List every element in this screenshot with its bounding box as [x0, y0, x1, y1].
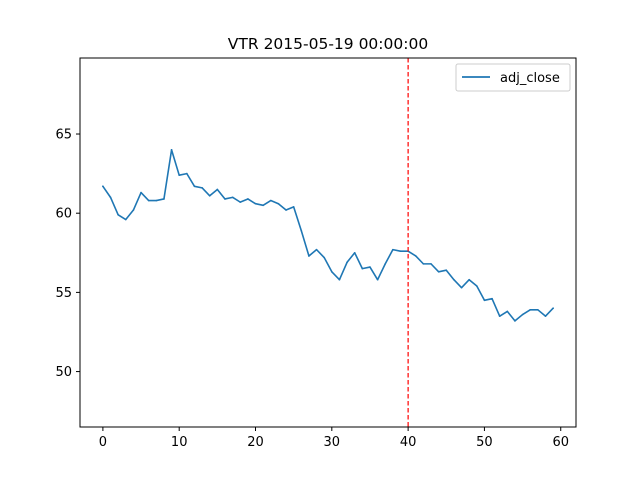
data-point [399, 250, 402, 253]
data-point [483, 299, 486, 302]
data-point [124, 218, 127, 221]
x-tick-label: 10 [171, 435, 188, 450]
data-point [155, 199, 158, 202]
x-tick-label: 40 [400, 435, 417, 450]
data-point [460, 286, 463, 289]
x-tick-label: 0 [99, 435, 107, 450]
data-point [361, 267, 364, 270]
data-point [430, 263, 432, 265]
data-point [346, 261, 348, 264]
data-point [414, 255, 417, 257]
data-point [132, 209, 135, 211]
data-point [163, 198, 165, 200]
data-point [216, 188, 219, 191]
y-axis: 50 55 60 65 [55, 128, 80, 380]
y-tick-label: 50 [55, 365, 72, 380]
data-point [300, 229, 303, 232]
data-point [537, 309, 539, 311]
data-point [384, 263, 387, 265]
data-point [376, 278, 379, 281]
data-point [247, 198, 249, 200]
data-point [277, 202, 280, 205]
y-tick-label: 60 [55, 207, 72, 222]
data-point [338, 278, 341, 281]
x-tick-label: 20 [247, 435, 264, 450]
data-point [208, 194, 211, 197]
plot-area [102, 58, 554, 427]
data-point [102, 185, 104, 188]
data-point [323, 256, 325, 259]
data-point [224, 198, 226, 200]
data-point [170, 149, 173, 151]
data-point [544, 315, 547, 317]
data-point [468, 278, 470, 281]
data-point [521, 313, 524, 316]
data-point [193, 185, 196, 188]
x-tick-label: 30 [324, 435, 341, 450]
data-point [506, 310, 509, 313]
data-point [269, 199, 272, 202]
data-point [147, 199, 150, 202]
data-point [117, 213, 119, 216]
data-point [453, 278, 455, 281]
legend: adj_close [455, 63, 571, 92]
data-point [254, 202, 257, 205]
data-point [201, 187, 203, 189]
data-point [292, 206, 295, 208]
data-point [239, 201, 242, 203]
data-point [178, 174, 180, 176]
data-point [231, 196, 234, 199]
x-tick-label: 60 [552, 435, 569, 450]
x-tick-label: 50 [476, 435, 493, 450]
data-point [186, 172, 188, 175]
data-point [109, 196, 112, 199]
data-point [285, 209, 287, 211]
data-point [262, 204, 264, 207]
chart-title: VTR 2015-05-19 00:00:00 [228, 35, 428, 53]
data-point [369, 266, 371, 268]
data-point [315, 248, 318, 251]
data-point [140, 191, 142, 194]
data-point [331, 271, 333, 273]
axes-frame [79, 57, 577, 428]
data-point [476, 285, 478, 287]
data-point [445, 269, 448, 272]
data-point [491, 297, 493, 300]
data-point [437, 271, 440, 273]
y-tick-label: 65 [55, 128, 72, 143]
data-point [308, 255, 310, 257]
data-point [353, 251, 356, 254]
data-point [498, 315, 501, 317]
y-tick-label: 55 [55, 286, 72, 301]
data-point [422, 263, 425, 265]
series-line-adj_close [102, 149, 554, 322]
x-axis: 0 10 20 30 40 50 60 [99, 427, 569, 450]
data-point [552, 307, 554, 310]
data-point [529, 309, 532, 311]
legend-box [455, 63, 571, 92]
data-point [514, 320, 516, 322]
legend-label: adj_close [500, 71, 560, 86]
data-point [392, 248, 394, 251]
